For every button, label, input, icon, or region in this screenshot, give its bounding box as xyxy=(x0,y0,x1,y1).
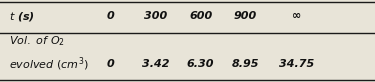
Text: 8.95: 8.95 xyxy=(232,59,260,69)
Text: 3.42: 3.42 xyxy=(142,59,170,69)
Text: 0: 0 xyxy=(107,59,114,69)
Text: $\it{evolved\ (cm^3)}$: $\it{evolved\ (cm^3)}$ xyxy=(9,55,89,73)
Text: $\it{Vol.\ of\ O_2}$: $\it{Vol.\ of\ O_2}$ xyxy=(9,34,65,48)
Text: 600: 600 xyxy=(189,11,212,21)
Text: 300: 300 xyxy=(144,11,167,21)
Text: 900: 900 xyxy=(234,11,257,21)
Text: 34.75: 34.75 xyxy=(279,59,314,69)
Text: $t$ (s): $t$ (s) xyxy=(9,10,35,23)
Text: 6.30: 6.30 xyxy=(187,59,214,69)
Text: 0: 0 xyxy=(107,11,114,21)
Text: ∞: ∞ xyxy=(292,11,301,21)
